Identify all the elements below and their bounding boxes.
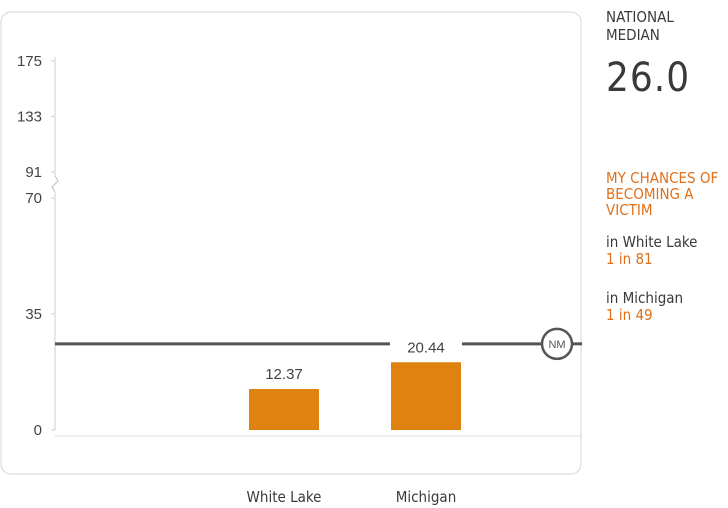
x-tick-label-white-lake: White Lake [246,488,322,506]
location-white-lake: in White Lake 1 in 81 [606,234,726,268]
y-tick-label: 91 [25,164,42,181]
y-tick-label: 70 [25,190,42,207]
y-tick-label: 133 [17,109,42,126]
chances-title: MY CHANCES OF BECOMING A VICTIM [606,169,719,219]
chart-frame [0,11,582,475]
y-tick-label: 35 [25,306,42,323]
location-odds: 1 in 81 [606,250,653,268]
nm-marker-label: NM [548,339,565,351]
national-median-label: NATIONAL MEDIAN [606,8,674,44]
side-panel: NATIONAL MEDIAN 26.0 MY CHANCES OF BECOM… [606,8,726,324]
data-label: 12.37 [265,366,303,383]
location-name: in White Lake [606,233,698,251]
location-name: in Michigan [606,289,684,307]
data-label-bg [390,336,462,359]
data-label: 20.44 [407,339,445,356]
bars: 12.37 20.44 [249,336,462,430]
bar-white-lake [249,389,319,430]
location-odds: 1 in 49 [606,306,653,324]
y-tick-label: 175 [17,53,42,70]
y-axis: 0 35 70 91 133 175 [17,53,582,439]
bar-michigan [391,362,461,430]
x-tick-label-michigan: Michigan [395,488,457,506]
location-michigan: in Michigan 1 in 49 [606,290,726,324]
national-median-value: 26.0 [606,55,691,101]
axis-break-mark [51,175,59,193]
nm-marker-circle [540,327,574,361]
y-tick-label: 0 [34,422,42,439]
